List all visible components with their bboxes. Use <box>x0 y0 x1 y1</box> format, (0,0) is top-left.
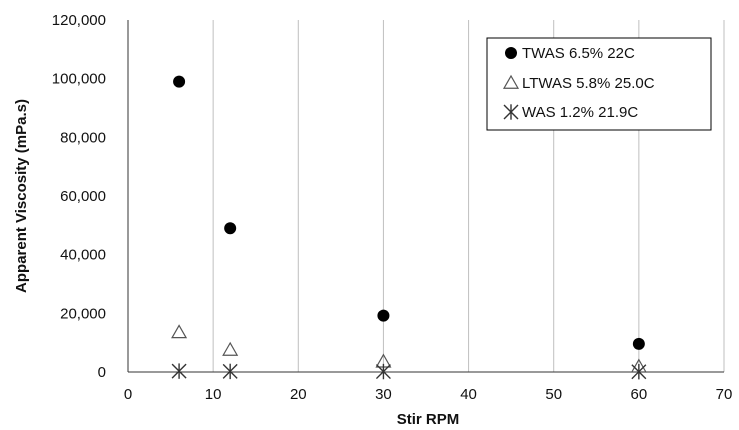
y-tick-label-20000: 20,000 <box>60 305 106 322</box>
point-was-30rpm <box>375 363 391 380</box>
x-tick-label-50: 50 <box>545 386 562 403</box>
point-ltwas-6rpm <box>171 324 188 339</box>
y-tick-label-80000: 80,000 <box>60 129 106 146</box>
y-tick-label-60000: 60,000 <box>60 188 106 205</box>
x-tick-label-30: 30 <box>375 386 392 403</box>
legend-marker-twas <box>505 47 517 59</box>
x-tick-label-20: 20 <box>290 386 307 403</box>
x-tick-label-0: 0 <box>124 386 132 403</box>
legend-marker-was <box>503 104 519 120</box>
point-was-12rpm <box>222 363 238 380</box>
legend-entry-ltwas: LTWAS 5.8% 25.0C <box>522 75 655 92</box>
legend-entry-was: WAS 1.2% 21.9C <box>522 104 638 121</box>
legend-box <box>486 37 712 131</box>
point-twas-60rpm <box>632 337 645 350</box>
point-was-60rpm <box>631 364 647 380</box>
x-tick-label-60: 60 <box>631 386 648 403</box>
x-tick-labels: 0 10 20 30 40 50 60 70 <box>124 386 733 403</box>
legend-entry-twas: TWAS 6.5% 22C <box>522 45 635 62</box>
legend-marker-ltwas <box>502 74 520 89</box>
point-twas-30rpm <box>377 309 390 322</box>
x-tick-label-10: 10 <box>205 386 222 403</box>
point-twas-12rpm <box>224 222 237 235</box>
x-axis-title: Stir RPM <box>397 411 460 428</box>
y-tick-label-0: 0 <box>98 364 106 381</box>
axes <box>127 20 724 373</box>
y-tick-label-40000: 40,000 <box>60 247 106 264</box>
y-axis-title: Apparent Viscosity (mPa.s) <box>13 99 30 293</box>
legend-markers <box>502 47 520 120</box>
point-ltwas-12rpm <box>222 341 239 356</box>
legend: TWAS 6.5% 22C LTWAS 5.8% 25.0C WAS 1.2% … <box>486 37 712 131</box>
point-was-6rpm <box>171 363 187 379</box>
point-twas-6rpm <box>173 75 186 88</box>
y-tick-labels: 0 20,000 40,000 60,000 80,000 100,000 120,000 <box>52 12 106 381</box>
y-tick-label-100000: 100,000 <box>52 71 106 88</box>
x-tick-label-70: 70 <box>716 386 733 403</box>
y-tick-label-120000: 120,000 <box>52 12 106 29</box>
x-tick-label-40: 40 <box>460 386 477 403</box>
data-points <box>171 75 647 380</box>
